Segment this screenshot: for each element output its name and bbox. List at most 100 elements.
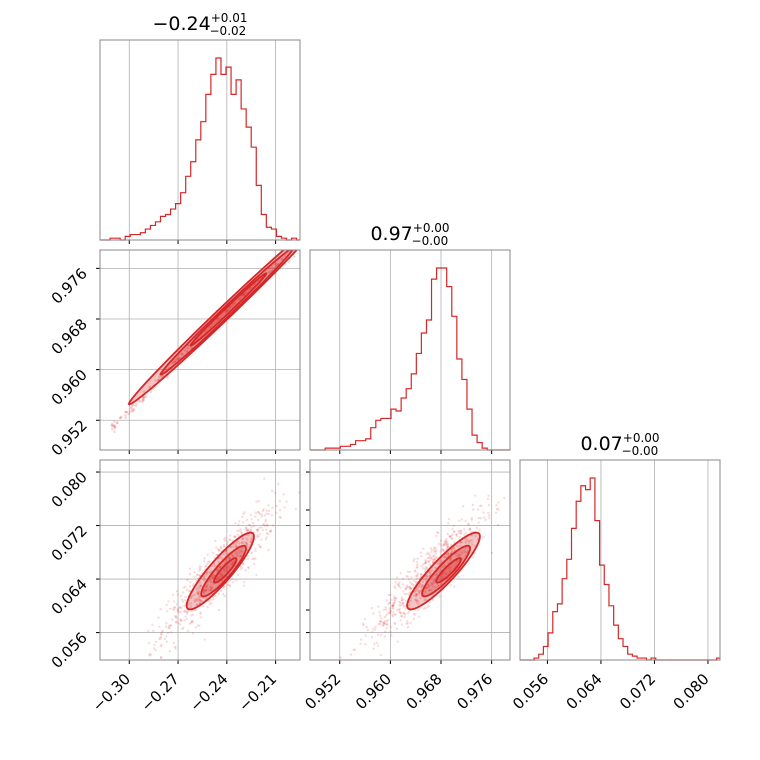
sample-point [223,569,226,573]
sample-point [270,529,273,533]
sample-point [229,545,233,548]
hist-panel-1 [309,249,511,451]
sample-point [166,376,169,379]
sample-point [431,558,434,561]
sample-point [412,594,416,598]
sample-point [453,530,456,534]
sample-point [178,356,181,359]
sample-point [361,622,365,625]
sample-point [409,587,412,591]
sample-point [425,566,428,569]
sample-point [443,542,446,545]
sample-point [229,545,233,549]
sample-point [432,580,435,583]
sample-point [388,601,392,605]
sample-point [429,569,433,573]
sample-point [204,587,208,590]
histogram-0 [100,57,300,241]
sample-point [202,605,205,608]
sample-point [425,574,428,577]
sample-point [183,610,186,613]
sample-point [199,584,202,588]
sample-point [403,615,406,619]
sample-point [423,591,427,594]
sample-point [256,528,259,532]
sample-point [465,538,468,542]
sample-point [198,624,201,627]
sample-point [373,642,376,646]
sample-point [426,557,430,560]
sample-point [196,576,200,580]
sample-point [400,614,404,618]
sample-point [148,654,151,657]
sample-point [183,348,187,352]
sample-point [222,538,226,541]
sample-point [432,579,436,583]
sample-point [198,598,201,602]
sample-point [428,588,431,591]
sample-point [218,565,221,569]
sample-point [436,572,439,576]
sample-point [419,590,422,593]
sample-point [428,583,431,587]
sample-point [364,634,367,637]
sample-point [393,600,397,603]
sample-point [452,530,456,533]
sample-point [167,624,171,628]
sample-point [232,535,236,539]
sample-point [159,655,163,659]
sample-point [447,561,450,565]
sample-point [444,541,447,544]
sample-point [454,544,458,547]
sample-point [487,511,490,515]
sample-point [244,542,247,545]
sample-point [247,555,250,558]
sample-point [202,588,206,591]
sample-point [236,540,239,543]
sample-point [410,576,413,579]
sample-point [195,597,199,600]
sample-point [246,538,249,541]
sample-point [214,539,217,543]
sample-point [464,519,467,523]
sample-point [417,615,421,619]
sample-point [468,527,472,530]
sample-point [435,549,438,553]
sample-point [406,584,409,587]
sample-point [191,632,195,635]
sample-point [191,619,194,623]
sample-point [186,629,190,633]
sample-point [176,609,180,612]
sample-point [452,546,456,550]
sample-point [425,586,428,590]
sample-point [271,524,275,527]
sample-point [185,346,189,350]
sample-point [198,595,202,599]
sample-point [407,593,411,596]
sample-point [215,577,218,581]
sample-point [130,406,133,409]
sample-point [173,606,177,609]
sample-point [165,603,168,607]
sample-point [383,621,386,624]
sample-point [159,607,162,611]
sample-point [238,296,242,299]
sample-point [425,553,428,556]
sample-point [408,591,411,595]
sample-point [279,516,283,519]
sample-point [221,573,224,577]
sample-point [220,574,223,577]
sample-point [189,596,193,599]
sample-point [370,607,374,610]
sample-point [449,584,452,587]
sample-point [402,605,406,608]
sample-point [256,528,259,532]
sample-point [449,557,452,560]
sample-point [426,583,430,586]
sample-point [496,523,500,527]
sample-point [255,535,259,539]
sample-point [418,591,421,594]
sample-point [444,543,448,546]
sample-point [429,557,433,560]
sample-point [467,523,470,527]
